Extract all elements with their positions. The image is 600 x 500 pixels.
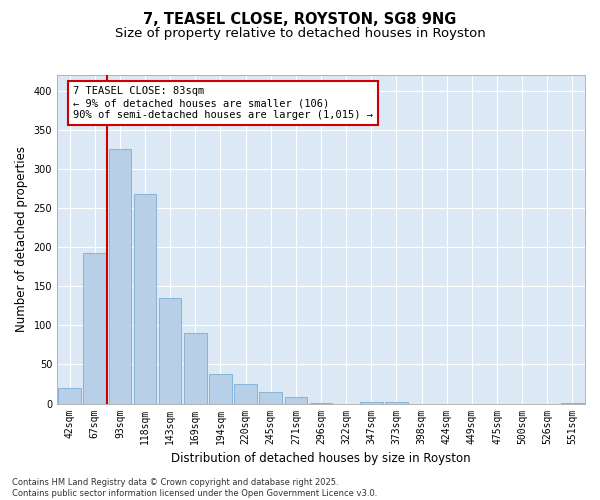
Bar (58, 388, 81, 404)
Text: Contains HM Land Registry data © Crown copyright and database right 2025.
Contai: Contains HM Land Registry data © Crown c… (12, 478, 377, 498)
Y-axis label: Number of detached properties: Number of detached properties (15, 146, 28, 332)
X-axis label: Distribution of detached houses by size in Royston: Distribution of detached houses by size … (171, 452, 471, 465)
Bar (234, 384, 257, 404)
Text: 7 TEASEL CLOSE: 83sqm
← 9% of detached houses are smaller (106)
90% of semi-deta: 7 TEASEL CLOSE: 83sqm ← 9% of detached h… (73, 86, 373, 120)
Bar (310, 403, 332, 404)
Bar (360, 402, 383, 404)
Bar (385, 402, 408, 404)
Text: Size of property relative to detached houses in Royston: Size of property relative to detached ho… (115, 28, 485, 40)
Bar (159, 298, 181, 404)
Bar (184, 333, 206, 404)
Bar (109, 150, 131, 404)
Bar (134, 194, 157, 404)
Bar (209, 374, 232, 404)
Text: 7, TEASEL CLOSE, ROYSTON, SG8 9NG: 7, TEASEL CLOSE, ROYSTON, SG8 9NG (143, 12, 457, 28)
Bar (83, 252, 106, 404)
Bar (259, 392, 282, 404)
Bar (561, 403, 584, 404)
Bar (284, 398, 307, 404)
